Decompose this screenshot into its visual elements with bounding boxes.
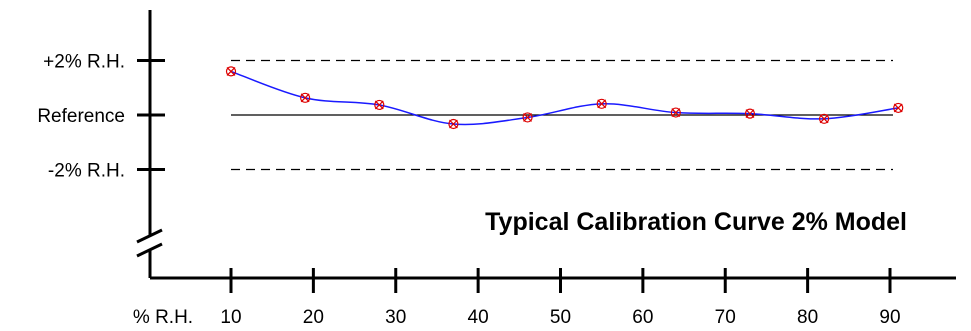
y-tick-label-1: Reference: [37, 106, 125, 127]
y-tick-label-2: -2% R.H.: [48, 161, 125, 182]
data-point-0: [225, 66, 237, 77]
x-tick-label-0: 10: [220, 307, 241, 328]
x-tick-label-1: 20: [303, 307, 324, 328]
y-tick-label-0: +2% R.H.: [43, 52, 125, 73]
data-point-7: [744, 108, 756, 119]
data-point-9: [893, 102, 904, 114]
x-tick-label-8: 90: [879, 307, 900, 328]
data-point-3: [448, 118, 459, 130]
x-tick-label-6: 70: [715, 307, 736, 328]
calibration-curve-line: [230, 70, 899, 126]
x-tick-label-2: 30: [385, 307, 406, 328]
data-markers: [225, 66, 904, 130]
y-ticks: +2% R.H. Reference -2% R.H.: [37, 52, 165, 182]
x-tick-label-5: 60: [632, 307, 653, 328]
reference-lines: [231, 59, 893, 171]
x-tick-label-3: 40: [468, 307, 489, 328]
axis-break-mark-2: [136, 242, 163, 258]
data-point-4: [522, 112, 533, 123]
x-tick-label-4: 50: [550, 307, 571, 328]
data-point-2: [374, 99, 385, 111]
data-point-8: [818, 113, 830, 124]
chart-title: Typical Calibration Curve 2% Model: [485, 208, 907, 236]
data-point-6: [670, 107, 681, 118]
x-axis-label: % R.H.: [133, 307, 193, 328]
data-point-1: [300, 92, 311, 103]
x-ticks: 10 20 30 40 50 60 70 80 90: [220, 268, 901, 328]
data-point-5: [596, 98, 607, 109]
x-tick-label-7: 80: [797, 307, 818, 328]
axis-break-mark-1: [136, 228, 163, 244]
